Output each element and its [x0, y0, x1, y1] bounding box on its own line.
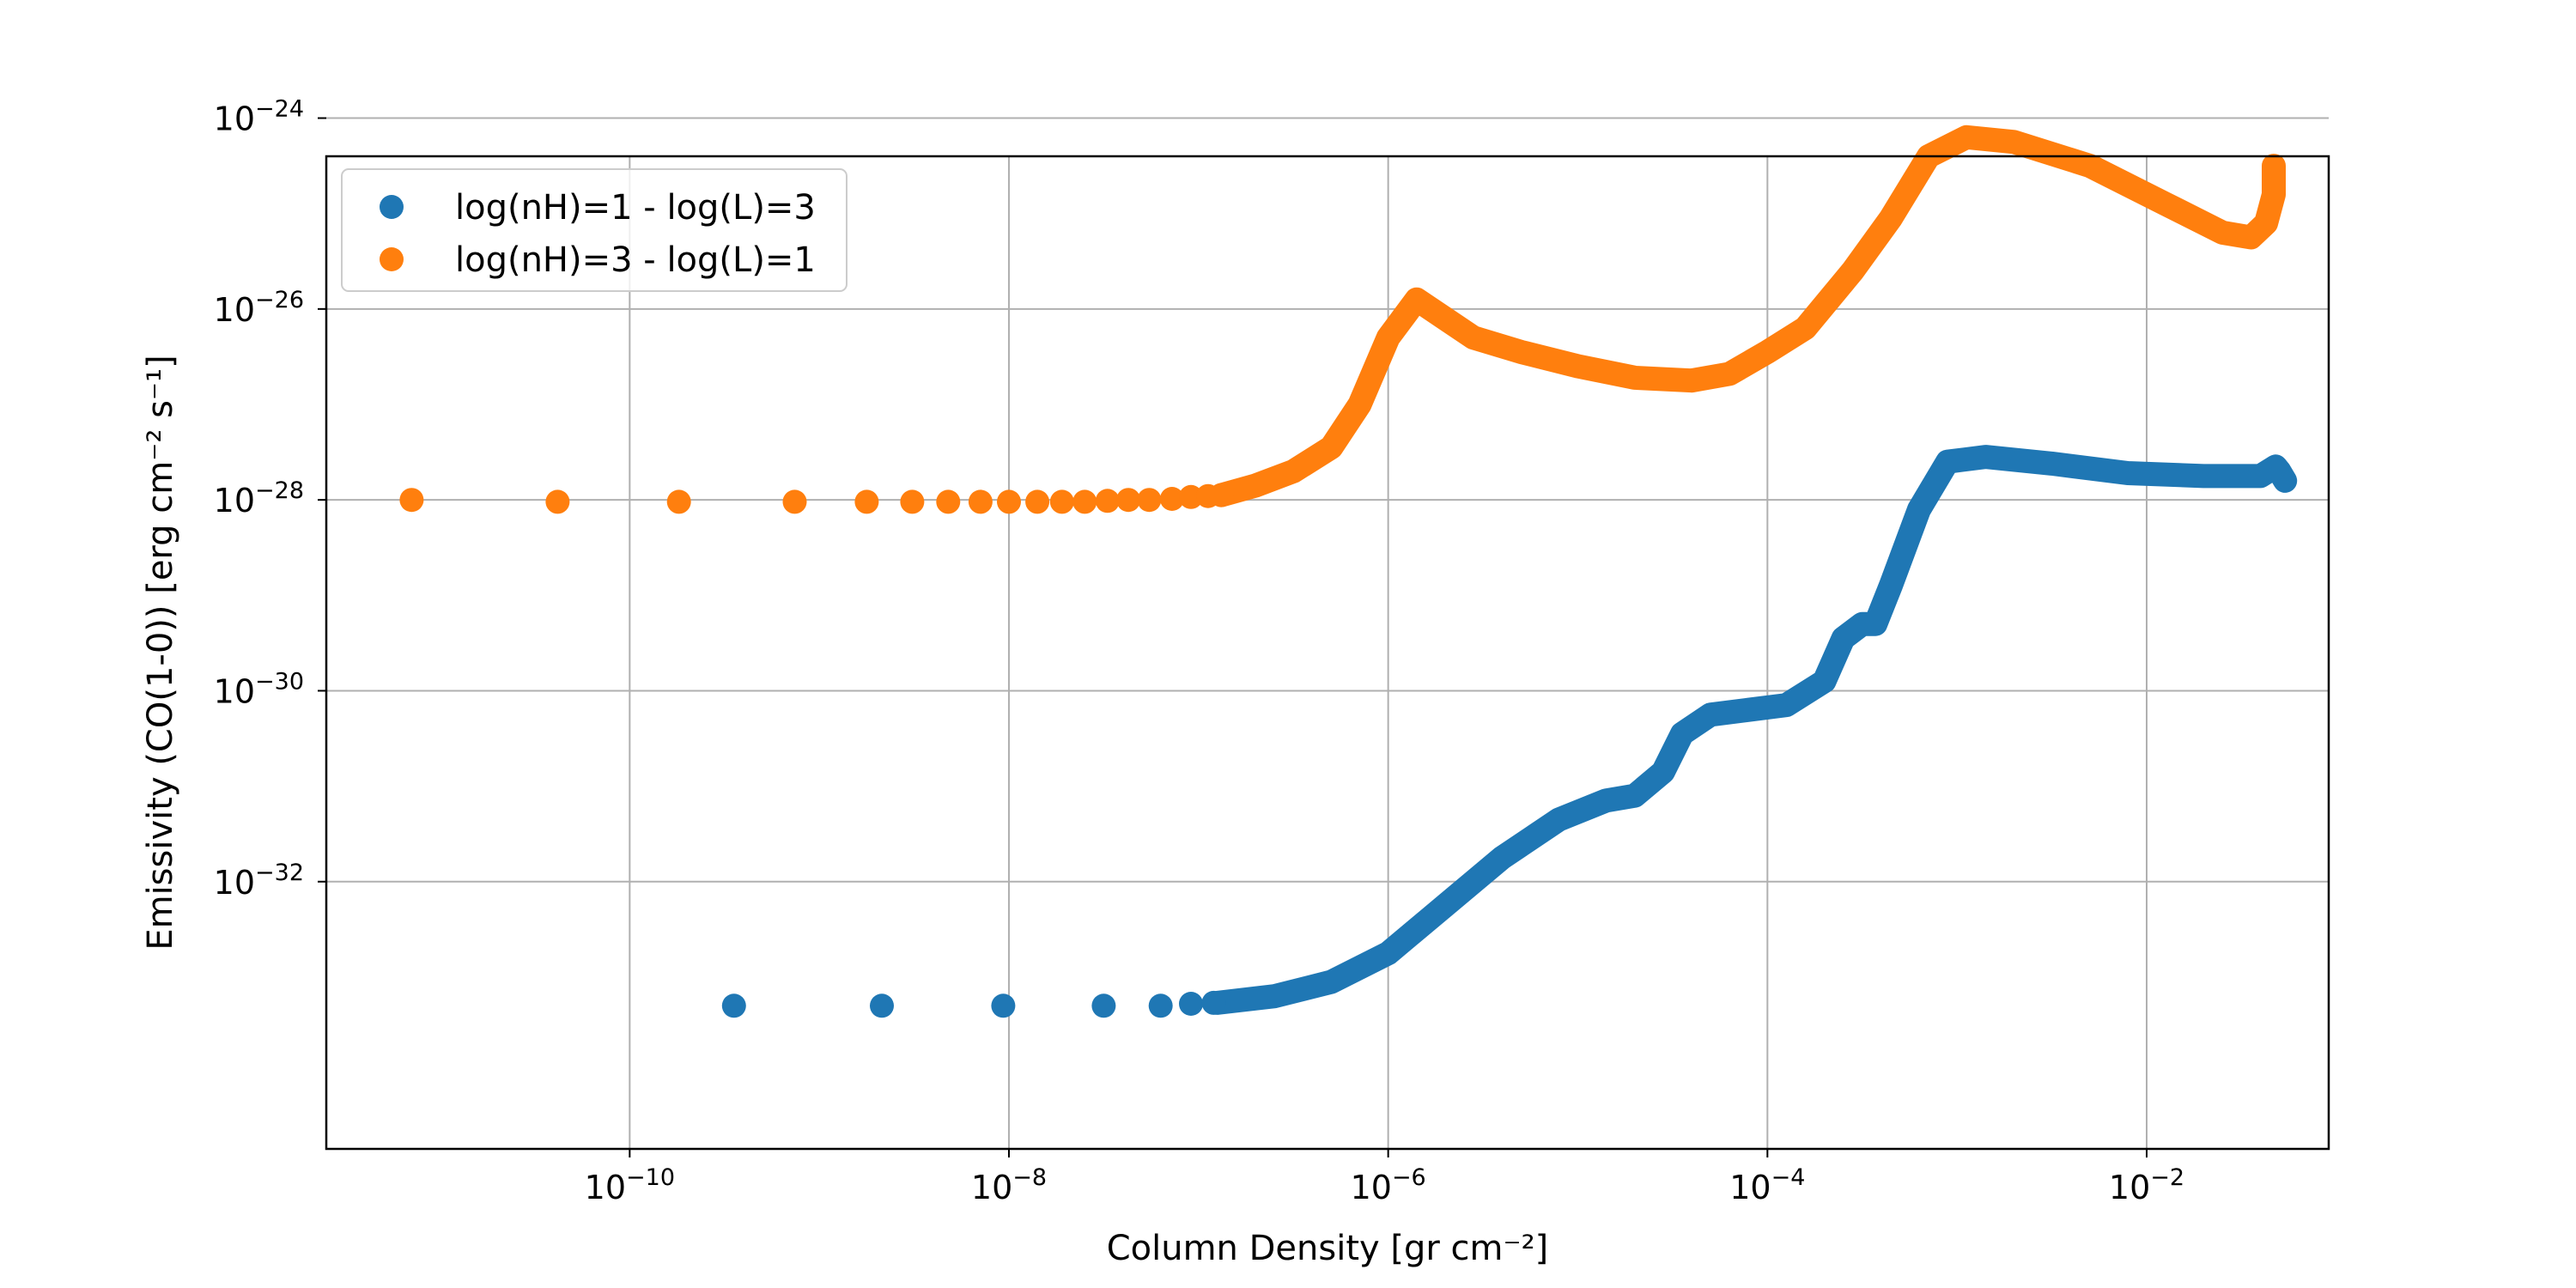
series-1-point	[1091, 993, 1116, 1018]
series-2-point	[900, 489, 925, 514]
legend-box	[341, 168, 848, 292]
series-1-point	[1148, 993, 1173, 1018]
series-2-point	[1116, 488, 1141, 513]
series-1	[721, 445, 2298, 1018]
series-2-point	[968, 489, 993, 514]
x-tick-label: 10−10	[585, 1164, 675, 1206]
series-2	[399, 125, 2286, 514]
legend-label-series-2: log(nH)=3 - log(L)=1	[455, 240, 816, 280]
series-1-point	[1201, 990, 1226, 1015]
series-2-point	[1209, 483, 1234, 507]
series-2-point	[854, 489, 879, 514]
series-2-point	[1072, 489, 1097, 514]
y-tick-label: 10−24	[214, 96, 304, 138]
y-tick-label: 10−30	[214, 668, 304, 710]
x-tick-label: 10−6	[1351, 1164, 1426, 1206]
ticks: 10−10 10−8 10−6 10−4 10−2 10−32 10−30 10−28 10−2…	[214, 96, 2184, 1206]
series-1-point	[1179, 992, 1203, 1016]
series-1-point	[721, 993, 746, 1018]
series-2-point	[936, 489, 961, 514]
series-2-point	[666, 489, 691, 514]
legend-label-series-1: log(nH)=1 - log(L)=3	[455, 188, 816, 228]
series-2-point	[1179, 484, 1203, 509]
x-tick-label: 10−8	[971, 1164, 1047, 1206]
series-2-point	[1159, 487, 1184, 511]
legend-marker-series-2	[380, 247, 404, 271]
y-axis-label: Emissivity (CO(1-0)) [erg cm⁻² s⁻¹]	[141, 355, 180, 950]
series-2-point	[1049, 489, 1074, 514]
series-2-dense-points	[1209, 125, 2286, 507]
series-2-point	[782, 489, 807, 514]
plot-frame	[325, 155, 2330, 1151]
series-2-point	[1137, 488, 1162, 513]
x-axis-label: Column Density [gr cm⁻²]	[1107, 1229, 1549, 1268]
x-tick-label: 10−2	[2109, 1164, 2184, 1206]
y-tick-label: 10−28	[214, 477, 304, 519]
series-2-point	[1095, 489, 1120, 513]
series-layer	[399, 125, 2298, 1018]
series-1-point	[991, 993, 1016, 1018]
series-2-point	[399, 488, 424, 513]
series-2-point	[1025, 489, 1050, 514]
y-tick-label: 10−32	[214, 860, 304, 902]
y-tick-label: 10−26	[214, 287, 304, 329]
series-1-dense-points	[1205, 445, 2298, 1015]
x-tick-label: 10−4	[1729, 1164, 1805, 1206]
legend-marker-series-1	[380, 195, 404, 219]
series-1-point	[870, 993, 894, 1018]
series-2-point	[545, 489, 570, 514]
series-2-point	[997, 489, 1021, 514]
legend: log(nH)=1 - log(L)=3 log(nH)=3 - log(L)=…	[341, 168, 848, 292]
